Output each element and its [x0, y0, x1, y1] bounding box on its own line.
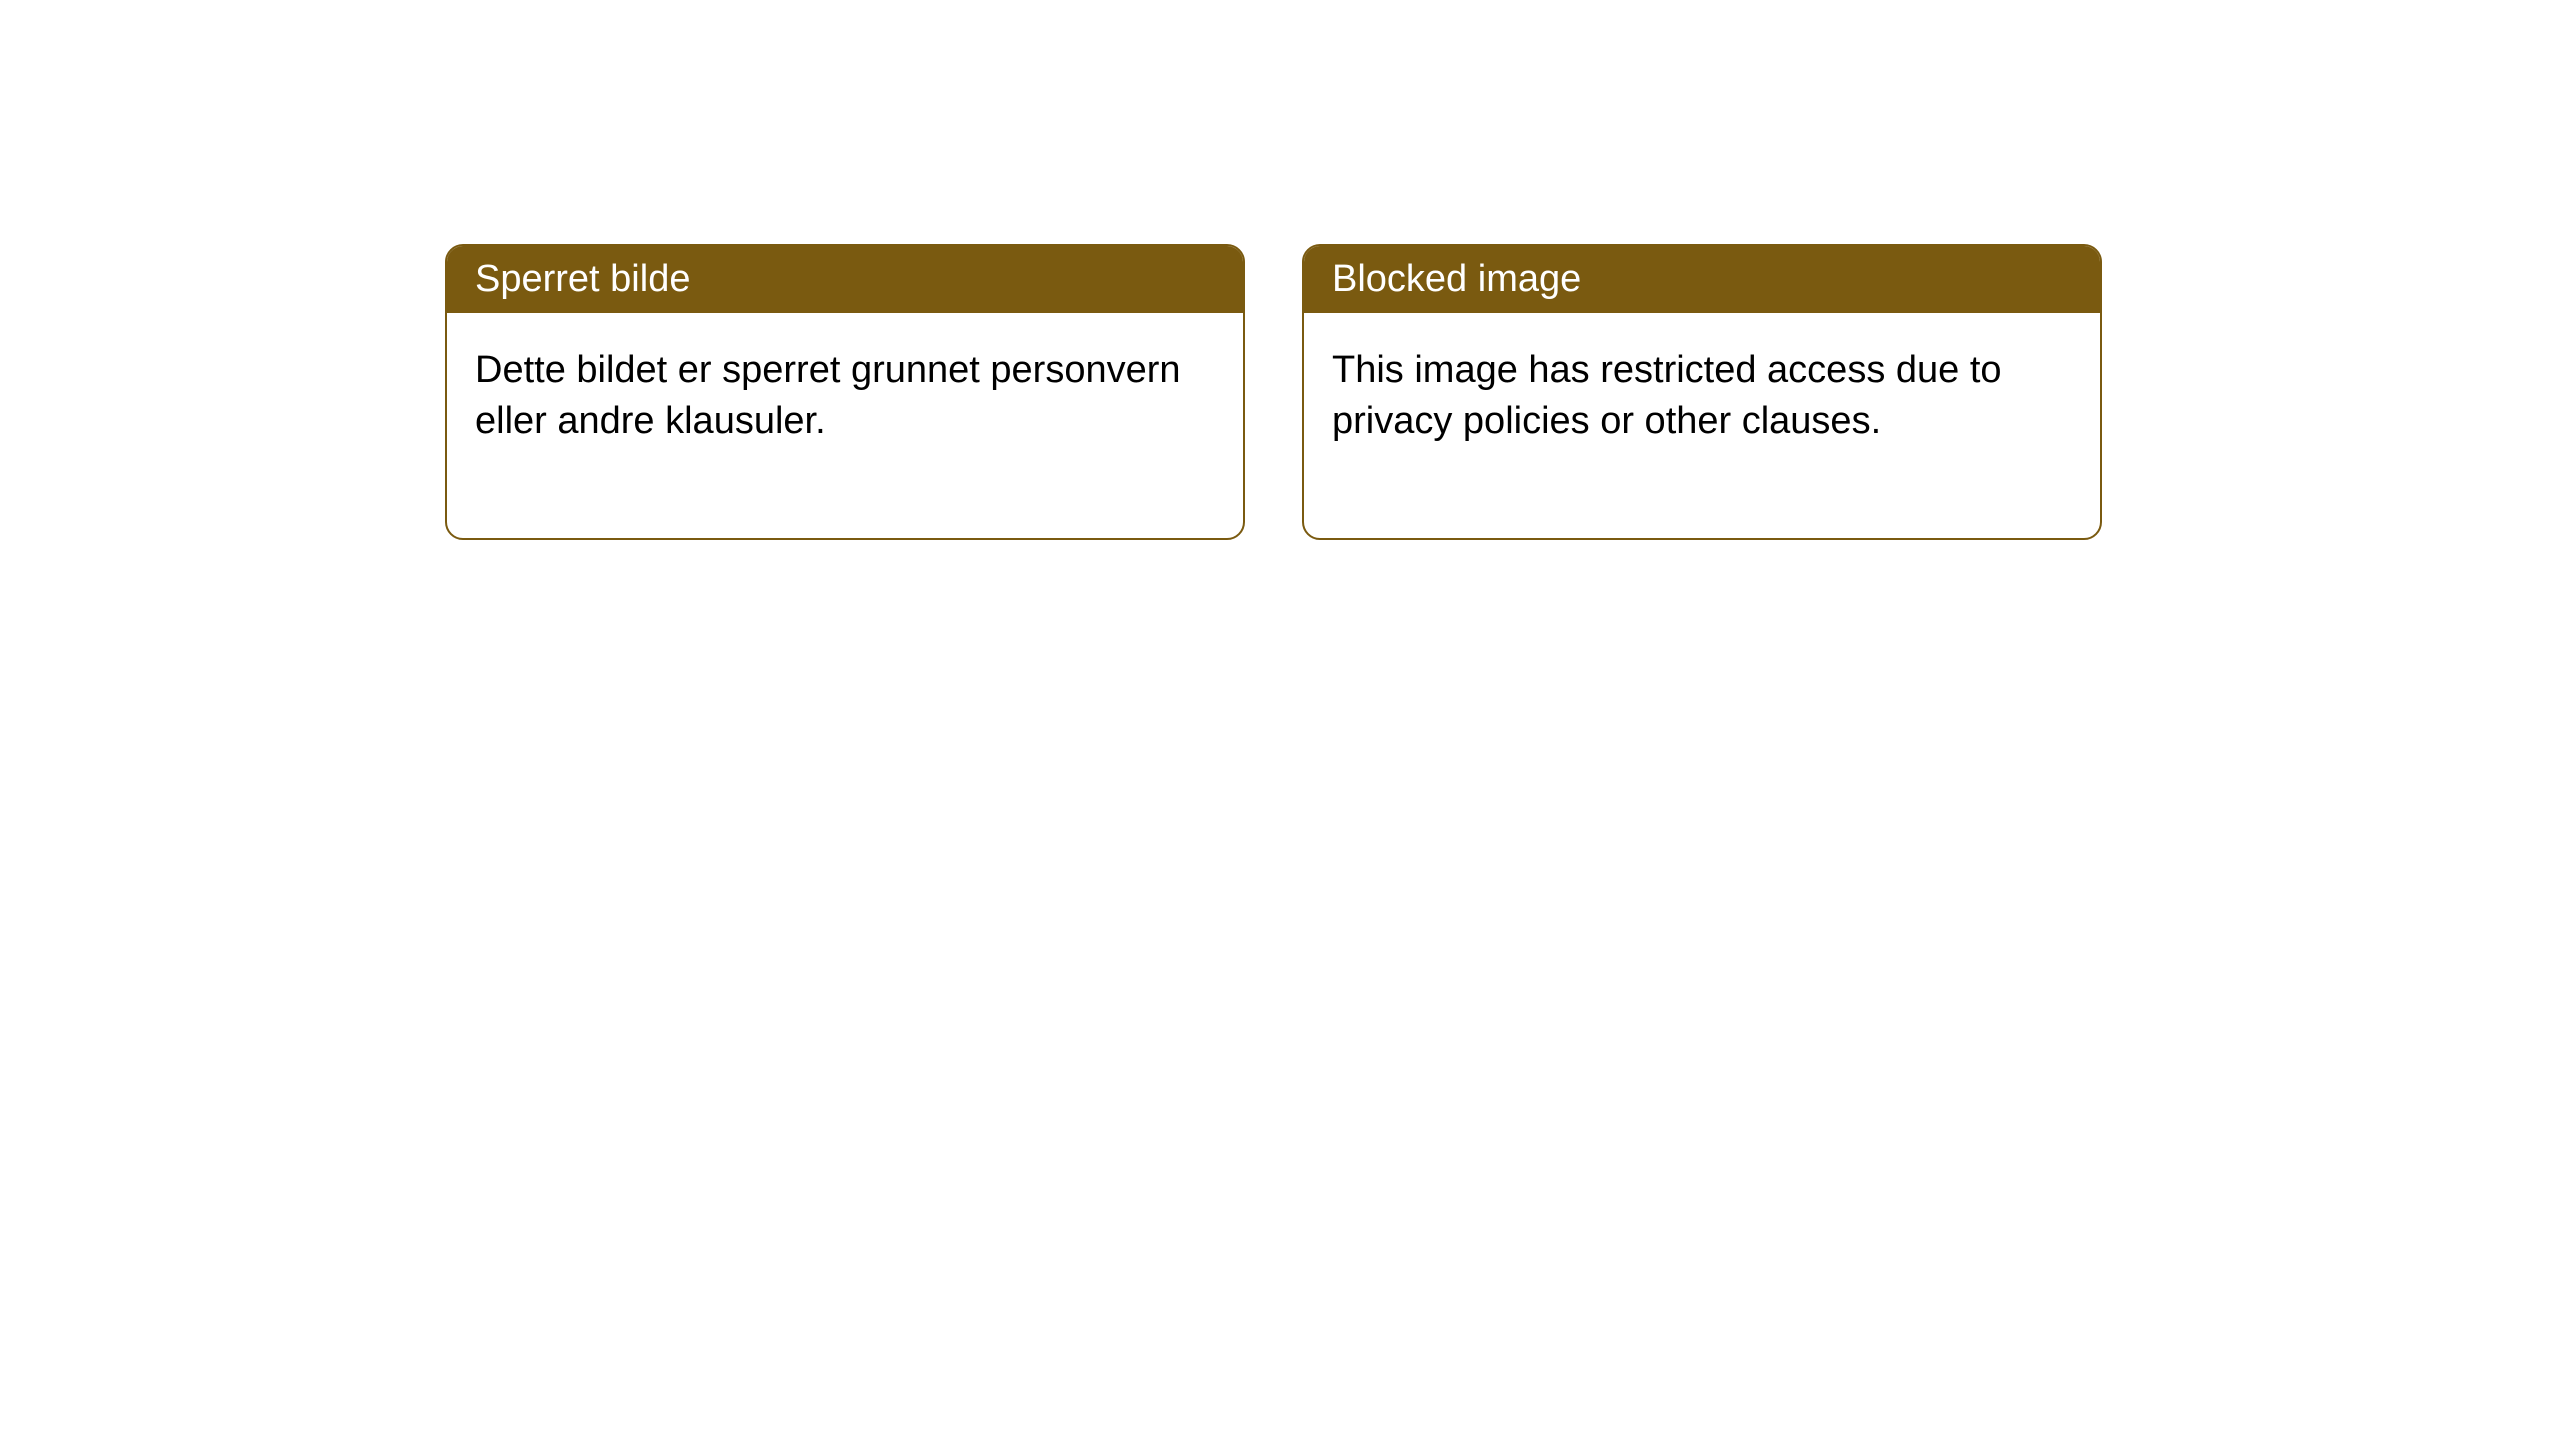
notice-body: Dette bildet er sperret grunnet personve… — [447, 313, 1243, 538]
notice-header: Blocked image — [1304, 246, 2100, 313]
notice-body: This image has restricted access due to … — [1304, 313, 2100, 538]
notice-title: Blocked image — [1332, 258, 1581, 300]
notice-card-english: Blocked image This image has restricted … — [1302, 244, 2102, 540]
notice-container: Sperret bilde Dette bildet er sperret gr… — [0, 0, 2560, 540]
notice-title: Sperret bilde — [475, 258, 690, 300]
notice-card-norwegian: Sperret bilde Dette bildet er sperret gr… — [445, 244, 1245, 540]
notice-text: Dette bildet er sperret grunnet personve… — [475, 349, 1181, 442]
notice-header: Sperret bilde — [447, 246, 1243, 313]
notice-text: This image has restricted access due to … — [1332, 349, 2002, 442]
